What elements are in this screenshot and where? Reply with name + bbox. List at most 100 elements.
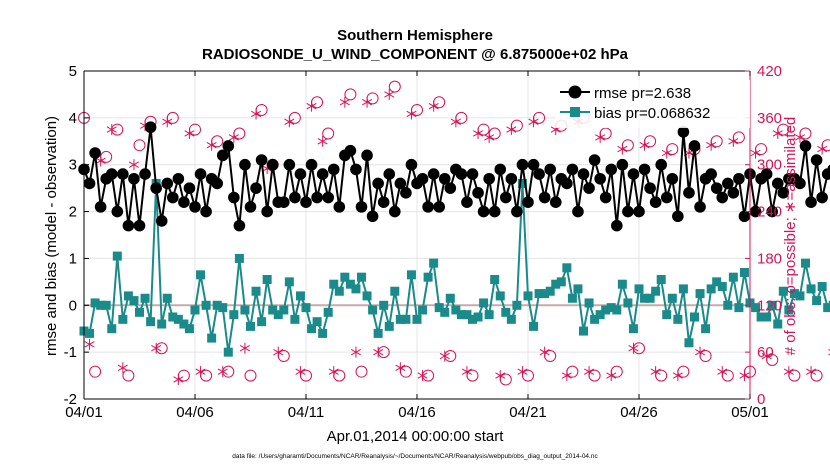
rmse-point [583,182,595,194]
y-right-tick-label: 60 [757,344,774,361]
bias-point [102,301,111,310]
rmse-point [483,173,495,185]
rmse-point [511,206,523,218]
rmse-point [611,220,623,232]
bias-point [734,303,743,312]
rmse-point [456,168,468,180]
rmse-point [733,173,745,185]
bias-point [224,348,233,357]
bias-point [718,282,727,291]
rmse-point [605,164,617,176]
legend-rmse-label: rmse pr=2.638 [594,85,691,102]
bias-point [263,275,272,284]
y-right-tick-label: 420 [757,63,782,80]
bias-point [657,275,666,284]
bias-point [141,294,150,303]
rmse-point [256,154,268,166]
bias-point [207,334,216,343]
rmse-point [517,159,529,171]
bias-point [668,294,677,303]
rmse-point [689,140,701,152]
legend-bias-marker [570,107,580,117]
bias-point [585,298,594,307]
rmse-point [383,168,395,180]
y-left-tick-label: 0 [69,297,77,314]
bias-point [812,296,821,305]
rmse-point [655,159,667,171]
bias-point [135,308,144,317]
rmse-point [245,201,257,213]
bias-point [807,284,816,293]
rmse-point [617,159,629,171]
bias-point [740,268,749,277]
bias-point [157,320,166,329]
y-axis-label-left: rmse and bias (model - observation) [43,116,60,356]
rmse-point [594,173,606,185]
x-axis-label: Apr.01,2014 00:00:00 start [327,428,505,445]
y-right-tick-label: 360 [757,110,782,127]
bias-point [107,324,116,333]
bias-point [418,305,427,314]
rmse-point [494,164,506,176]
rmse-point [805,196,817,208]
rmse-point [661,192,673,204]
bias-point [113,252,122,261]
rmse-point [289,192,301,204]
rmse-point [389,206,401,218]
rmse-point [800,140,812,152]
obs-possible-point [800,128,811,139]
bias-point [357,273,366,282]
chart-subtitle: RADIOSONDE_U_WIND_COMPONENT @ 6.875000e+… [202,46,629,63]
bias-point [252,287,261,296]
rmse-point [433,201,445,213]
rmse-point [622,206,634,218]
bias-point [512,301,521,310]
obs-possible-point [822,140,830,151]
legend-bias-label: bias pr=0.068632 [594,105,710,122]
rmse-point [178,196,190,208]
bias-point [146,317,155,326]
x-tick-label: 04/21 [509,404,547,421]
bias-point [374,329,383,338]
rmse-point [372,178,384,190]
obs-assimilated-point [784,366,794,377]
rmse-point [400,187,412,199]
rmse-point [550,196,562,208]
bias-point [562,263,571,272]
bias-point [379,301,388,310]
rmse-point [572,206,584,218]
rmse-point [123,220,135,232]
rmse-point [278,196,290,208]
rmse-point [239,159,251,171]
rmse-point [728,187,740,199]
rmse-point [478,206,490,218]
rmse-point [211,178,223,190]
rmse-point [500,192,512,204]
bias-point [335,287,344,296]
bias-point [701,324,710,333]
bias-point [118,315,127,324]
bias-point [612,305,621,314]
bias-point [246,322,255,331]
bias-point [729,273,738,282]
bias-point [401,315,410,324]
rmse-point [683,187,695,199]
rmse-point [816,192,828,204]
rmse-point [284,159,296,171]
rmse-point [600,192,612,204]
y-right-tick-label: 300 [757,157,782,174]
bias-point [290,315,299,324]
rmse-point [200,206,212,218]
rmse-point [322,192,334,204]
bias-point [496,291,505,300]
rmse-point [367,210,379,222]
bias-point [662,310,671,319]
bias-point [235,254,244,263]
rmse-point [472,187,484,199]
bias-point [324,308,333,317]
rmse-point [461,196,473,208]
rmse-point [422,201,434,213]
rmse-point [356,201,368,213]
rmse-point [489,206,501,218]
bias-point [579,327,588,336]
